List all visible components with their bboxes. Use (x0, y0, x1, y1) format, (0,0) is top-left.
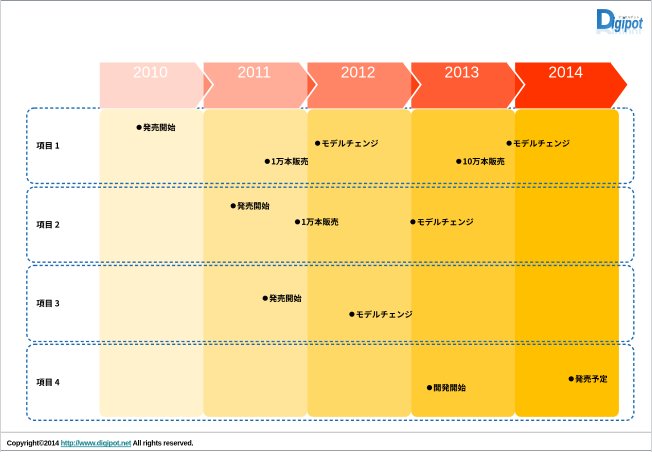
svg-text:2013: 2013 (445, 65, 480, 82)
svg-text:igipot: igipot (612, 15, 643, 32)
svg-text:D: D (596, 3, 616, 34)
svg-text:2012: 2012 (341, 65, 376, 82)
svg-text:D: D (595, 22, 615, 53)
svg-text:2011: 2011 (237, 65, 271, 82)
svg-text:Copyright©2014 http://www.digi: Copyright©2014 http://www.digipot.net Al… (7, 438, 194, 447)
svg-text:2014: 2014 (548, 65, 583, 82)
svg-text:igipot: igipot (612, 24, 643, 41)
svg-text:2010: 2010 (133, 65, 168, 82)
